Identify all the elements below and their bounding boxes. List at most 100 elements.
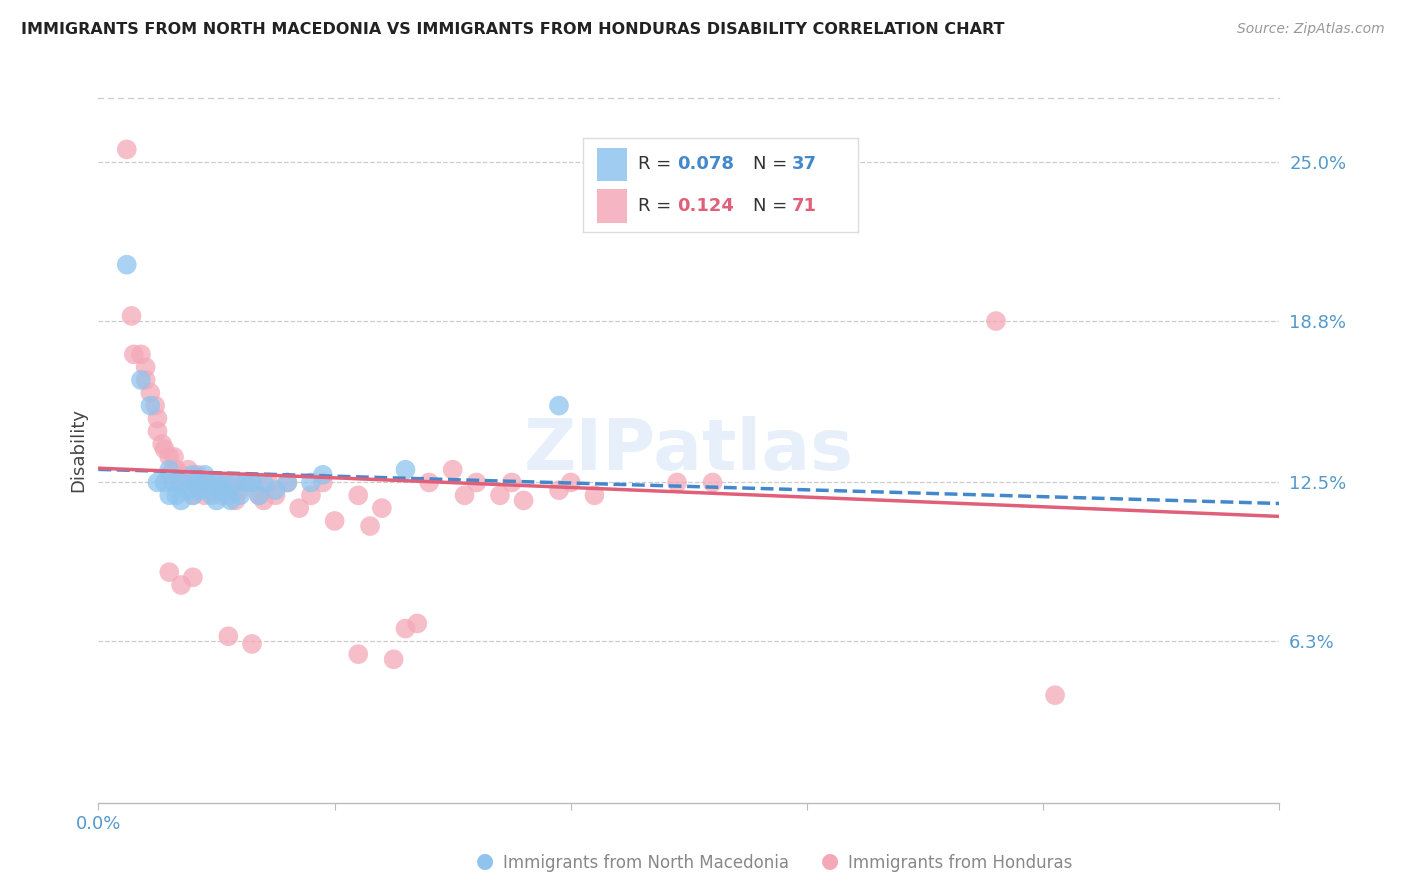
Point: [253, 475, 276, 490]
Point: [181, 467, 204, 482]
Point: [489, 488, 512, 502]
Point: [212, 475, 235, 490]
Point: [453, 488, 475, 502]
Point: [181, 475, 204, 490]
Point: [240, 475, 263, 490]
Text: R =: R =: [638, 197, 678, 215]
Point: [253, 493, 276, 508]
Y-axis label: Disability: Disability: [69, 409, 87, 492]
Point: [139, 399, 162, 413]
Point: [163, 475, 186, 490]
Point: [217, 488, 239, 502]
Bar: [598, 189, 627, 222]
Point: [1043, 688, 1066, 702]
Point: [181, 488, 204, 502]
Point: [548, 483, 571, 498]
Point: [157, 488, 180, 502]
Point: [195, 475, 218, 490]
Text: IMMIGRANTS FROM NORTH MACEDONIA VS IMMIGRANTS FROM HONDURAS DISABILITY CORRELATI: IMMIGRANTS FROM NORTH MACEDONIA VS IMMIG…: [21, 22, 1005, 37]
Point: [170, 467, 193, 482]
Point: [157, 450, 180, 464]
Point: [157, 565, 180, 579]
Point: [157, 467, 180, 482]
Point: [229, 488, 252, 502]
Point: [135, 360, 157, 375]
Point: [194, 488, 217, 502]
Point: [143, 399, 166, 413]
Point: [984, 314, 1007, 328]
Point: [257, 475, 280, 490]
Text: N =: N =: [754, 155, 793, 173]
Point: [501, 475, 523, 490]
Point: [153, 442, 176, 457]
Point: [240, 637, 263, 651]
Point: [217, 629, 239, 643]
Point: [153, 475, 176, 490]
Text: 0.0%: 0.0%: [76, 815, 121, 833]
Point: [233, 475, 256, 490]
Point: [312, 475, 335, 490]
Point: [165, 488, 187, 502]
Point: [229, 483, 252, 498]
Point: [163, 450, 186, 464]
Point: [224, 475, 246, 490]
Point: [194, 467, 217, 482]
Point: [394, 622, 416, 636]
Point: [371, 501, 394, 516]
Point: [129, 373, 152, 387]
Text: Source: ZipAtlas.com: Source: ZipAtlas.com: [1237, 22, 1385, 37]
Point: [312, 467, 335, 482]
Text: ●: ●: [821, 851, 838, 871]
Point: [702, 475, 724, 490]
Point: [560, 475, 582, 490]
Text: Immigrants from North Macedonia: Immigrants from North Macedonia: [503, 854, 789, 871]
Point: [115, 258, 138, 272]
Point: [347, 488, 370, 502]
Point: [146, 424, 169, 438]
Point: [181, 488, 204, 502]
Text: N =: N =: [754, 197, 793, 215]
Point: [465, 475, 488, 490]
Text: 0.124: 0.124: [676, 197, 734, 215]
Point: [264, 488, 287, 502]
Point: [205, 475, 228, 490]
Point: [115, 142, 138, 156]
Point: [607, 176, 630, 190]
Point: [201, 483, 224, 498]
Text: ●: ●: [477, 851, 494, 871]
Point: [240, 475, 263, 490]
Point: [583, 488, 606, 502]
Point: [630, 202, 652, 216]
Point: [188, 475, 211, 490]
Point: [247, 488, 270, 502]
Point: [165, 463, 187, 477]
Point: [146, 411, 169, 425]
Point: [129, 347, 152, 361]
Point: [666, 475, 689, 490]
Point: [382, 652, 405, 666]
Point: [187, 475, 209, 490]
Point: [187, 467, 209, 482]
Point: [146, 475, 169, 490]
Point: [217, 475, 239, 490]
Point: [233, 475, 256, 490]
Point: [181, 570, 204, 584]
Point: [170, 475, 193, 490]
Point: [135, 373, 157, 387]
Point: [288, 501, 311, 516]
Text: 0.078: 0.078: [676, 155, 734, 173]
Point: [194, 475, 217, 490]
Point: [121, 309, 143, 323]
Point: [219, 493, 242, 508]
Text: 37: 37: [792, 155, 817, 173]
Point: [201, 488, 224, 502]
Point: [299, 475, 322, 490]
Point: [359, 519, 381, 533]
Bar: [598, 147, 627, 181]
Point: [512, 493, 534, 508]
Text: Immigrants from Honduras: Immigrants from Honduras: [848, 854, 1073, 871]
Point: [205, 475, 228, 490]
Point: [122, 347, 145, 361]
Point: [215, 475, 238, 490]
Point: [170, 578, 193, 592]
